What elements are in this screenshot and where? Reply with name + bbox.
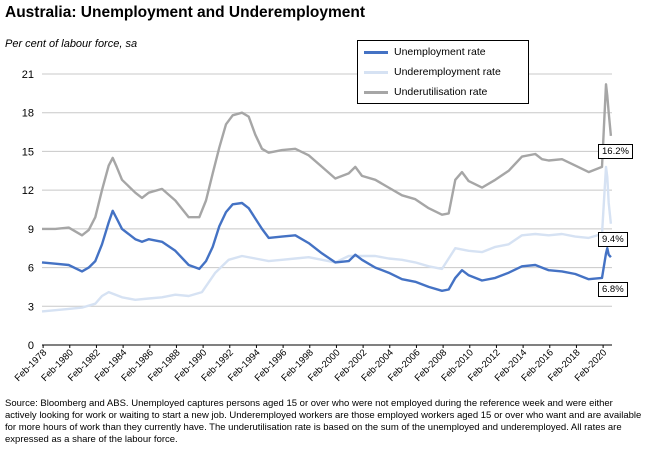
legend-label-unemployment: Unemployment rate <box>394 46 486 58</box>
legend-swatch-underemployment <box>364 70 388 74</box>
chart-title: Australia: Unemployment and Underemploym… <box>5 4 366 21</box>
chart-legend: Unemployment rate Underemployment rate U… <box>357 40 529 104</box>
y-tick-label: 15 <box>22 146 34 158</box>
y-tick-label: 18 <box>22 108 34 120</box>
y-tick-label: 6 <box>28 263 34 275</box>
series-line-underemployment-rate <box>41 165 613 313</box>
y-tick-label: 12 <box>22 185 34 197</box>
legend-item-unemployment: Unemployment rate <box>364 45 486 59</box>
y-tick-label: 3 <box>28 301 34 313</box>
y-tick-label: 0 <box>28 340 34 352</box>
callout-underutilisation: 16.2% <box>598 144 633 159</box>
series-line-underutilisation-rate <box>42 83 613 237</box>
legend-swatch-underutilisation <box>364 90 388 94</box>
chart-subtitle: Per cent of labour force, sa <box>5 38 138 50</box>
callout-underemployment: 9.4% <box>598 232 628 247</box>
legend-item-underutilisation: Underutilisation rate <box>364 85 487 99</box>
series-line-unemployment-rate <box>41 201 612 292</box>
source-note: Source: Bloomberg and ABS. Unemployed ca… <box>5 398 642 445</box>
y-tick-label: 9 <box>28 224 34 236</box>
y-tick-label: 21 <box>22 69 34 81</box>
legend-label-underemployment: Underemployment rate <box>394 66 501 78</box>
legend-label-underutilisation: Underutilisation rate <box>394 86 488 98</box>
legend-item-underemployment: Underemployment rate <box>364 65 501 79</box>
callout-unemployment: 6.8% <box>598 282 628 297</box>
legend-swatch-unemployment <box>364 50 388 54</box>
